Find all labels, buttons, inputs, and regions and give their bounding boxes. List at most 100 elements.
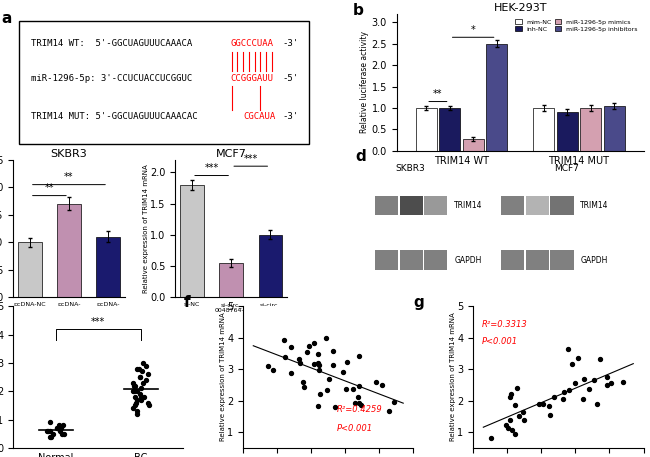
Point [322,386,333,393]
Bar [501,250,525,270]
Point [286,344,296,351]
Bar [526,250,549,270]
Point [135,373,145,381]
Text: CGCAUA: CGCAUA [244,112,276,121]
Point [518,409,528,416]
Point [55,427,65,435]
Point [308,360,318,367]
Point [606,379,616,387]
Point [129,382,140,389]
Point [144,402,154,409]
Point [140,376,151,383]
Text: miR-1296-5p: 3'-CCUCUACCUCGGUC: miR-1296-5p: 3'-CCUCUACCUCGGUC [31,74,192,83]
Point [295,360,306,367]
Text: f: f [183,295,190,310]
Text: CCGGGAUU: CCGGGAUU [230,74,273,83]
Title: SKBR3: SKBR3 [51,149,87,159]
Point [559,388,569,396]
Text: **: ** [64,172,73,182]
Y-axis label: Relative luciferase activity: Relative luciferase activity [360,31,369,133]
Point [538,400,548,408]
Point [57,430,67,437]
Title: MCF7: MCF7 [216,149,246,159]
Bar [424,196,447,215]
Point [328,348,338,355]
Point [132,396,142,404]
Point [384,408,394,415]
Point [143,371,153,378]
Point [48,430,58,437]
Point [138,359,148,367]
Text: *: * [471,25,476,35]
Point [544,411,554,419]
Point [294,356,304,363]
Bar [580,108,601,151]
Bar [375,250,398,270]
Bar [551,196,573,215]
Bar [533,108,554,151]
Text: TRIM14: TRIM14 [454,201,483,210]
Point [389,399,399,406]
Point [354,352,365,360]
Point [52,425,62,432]
Point [43,427,53,435]
Bar [526,196,549,215]
Point [338,368,348,375]
Legend: mim-NC, inh-NC, miR-1296-5p mimics, miR-1296-5p inhibitors: mim-NC, inh-NC, miR-1296-5p mimics, miR-… [513,17,640,34]
Point [341,358,352,366]
Point [510,430,520,438]
Point [279,336,289,343]
Point [602,374,612,381]
Point [137,379,148,386]
Bar [220,263,243,297]
Point [135,373,145,381]
Point [354,383,364,390]
Point [298,379,308,386]
Text: GAPDH: GAPDH [580,255,608,265]
Text: TRIM14: TRIM14 [580,201,609,210]
Point [370,378,381,386]
Point [133,365,144,372]
Point [558,396,568,403]
Text: ***: *** [205,163,219,173]
Bar [556,112,578,151]
Point [534,400,545,408]
Point [507,426,517,433]
Text: ***: *** [244,154,258,164]
Y-axis label: Relative expression of TRIM14 mRNA: Relative expression of TRIM14 mRNA [450,313,456,441]
Bar [551,250,573,270]
Text: ***: *** [91,318,105,327]
Point [127,379,138,386]
Point [131,399,141,406]
Text: g: g [413,295,424,310]
Bar [424,250,447,270]
Point [130,393,140,400]
Point [45,427,55,435]
Bar [486,44,507,151]
Bar [375,196,398,215]
Bar [96,237,120,297]
Point [354,400,364,407]
Text: b: b [352,3,363,18]
Text: **: ** [433,90,443,100]
Point [330,404,341,411]
Point [514,413,525,420]
Point [128,388,138,395]
Point [286,369,296,376]
Point [135,390,145,398]
Point [129,382,139,389]
Point [56,425,66,432]
Point [584,386,594,393]
Bar [400,196,422,215]
Point [130,402,140,409]
Text: GAPDH: GAPDH [454,255,482,265]
Point [356,401,366,408]
Point [136,385,146,392]
Point [501,421,512,428]
Point [141,362,151,369]
Point [567,361,578,368]
Text: **: ** [45,183,54,193]
Title: HEK-293T: HEK-293T [493,3,547,13]
Bar [501,196,525,215]
Text: R²=0.4259: R²=0.4259 [337,405,382,414]
